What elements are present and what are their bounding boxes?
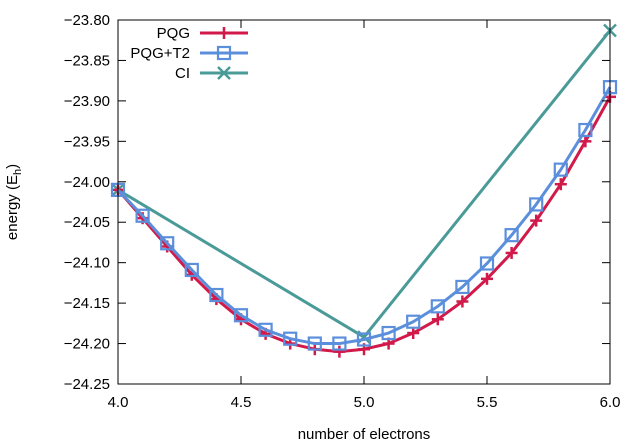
x-bar-2 bbox=[217, 66, 231, 80]
data-point bbox=[455, 279, 470, 295]
data-point bbox=[307, 336, 322, 351]
data-point bbox=[283, 331, 298, 346]
series-pqg-t2 bbox=[110, 80, 618, 351]
y-axis-label-close: ) bbox=[4, 164, 21, 169]
data-point bbox=[332, 336, 347, 351]
data-point bbox=[481, 272, 493, 285]
data-point bbox=[209, 287, 224, 303]
x-tick-labels: 4.0 4.5 5.0 5.5 6.0 bbox=[108, 394, 621, 411]
data-point bbox=[356, 332, 372, 347]
series-line bbox=[117, 29, 612, 339]
data-point bbox=[381, 325, 396, 341]
data-point bbox=[505, 246, 518, 259]
data-point bbox=[579, 135, 592, 148]
data-point bbox=[135, 208, 150, 223]
data-point bbox=[431, 313, 444, 326]
data-point bbox=[333, 345, 346, 358]
data-point bbox=[554, 178, 567, 191]
x-axis-label: number of electrons bbox=[298, 426, 431, 443]
legend-marker bbox=[218, 27, 230, 39]
y-tick-label: −23.85 bbox=[64, 52, 110, 69]
series-line bbox=[116, 86, 612, 346]
data-point bbox=[529, 197, 544, 212]
y-tick-label: −23.80 bbox=[64, 12, 110, 29]
y-tick-label: −24.10 bbox=[64, 255, 110, 272]
legend-label: PQG+T2 bbox=[130, 45, 190, 62]
legend-entry: CI bbox=[175, 65, 248, 82]
axis-ticks bbox=[117, 19, 611, 385]
data-point bbox=[184, 262, 199, 278]
data-point bbox=[258, 322, 273, 337]
data-point bbox=[504, 228, 519, 243]
y-axis-label: energy (Eh) bbox=[4, 164, 24, 240]
x-tick-label: 6.0 bbox=[600, 394, 621, 411]
x-tick-label: 5.0 bbox=[354, 394, 375, 411]
data-point bbox=[456, 295, 469, 308]
data-point bbox=[406, 314, 421, 329]
data-point bbox=[233, 308, 249, 323]
x-tick-label: 4.0 bbox=[108, 394, 129, 411]
data-point bbox=[578, 122, 593, 138]
y-tick-label: −24.05 bbox=[64, 214, 110, 231]
y-tick-label: −24.25 bbox=[64, 376, 110, 393]
y-tick-label: −23.95 bbox=[64, 133, 110, 150]
y-axis-label-subscript: h bbox=[12, 169, 24, 175]
data-point bbox=[530, 214, 543, 227]
legend-entry: PQG bbox=[157, 25, 248, 42]
y-tick-label: −24.00 bbox=[64, 174, 110, 191]
data-point bbox=[430, 299, 445, 314]
legend-label: CI bbox=[175, 65, 190, 82]
data-point bbox=[553, 162, 568, 177]
legend-marker bbox=[217, 66, 231, 80]
data-point bbox=[407, 327, 420, 340]
plot-layer bbox=[110, 23, 618, 358]
y-tick-label: −23.90 bbox=[64, 93, 110, 110]
legend-label: PQG bbox=[157, 25, 190, 42]
y-tick-label: −24.20 bbox=[64, 336, 110, 353]
legend-marker bbox=[216, 45, 232, 61]
series-pqg bbox=[112, 90, 616, 358]
data-point bbox=[479, 256, 495, 271]
x-tick-label: 4.5 bbox=[231, 394, 252, 411]
x-tick-label: 5.5 bbox=[477, 394, 498, 411]
legend: PQG PQG+T2 CI bbox=[130, 25, 248, 82]
y-tick-labels: −24.25 −24.20 −24.15 −24.10 −24.05 −24.00 −23.… bbox=[64, 12, 110, 393]
legend-entry: PQG+T2 bbox=[130, 45, 248, 62]
y-axis-label-main: energy (E bbox=[4, 175, 21, 240]
y-tick-label: −24.15 bbox=[64, 295, 110, 312]
data-point bbox=[160, 236, 175, 251]
